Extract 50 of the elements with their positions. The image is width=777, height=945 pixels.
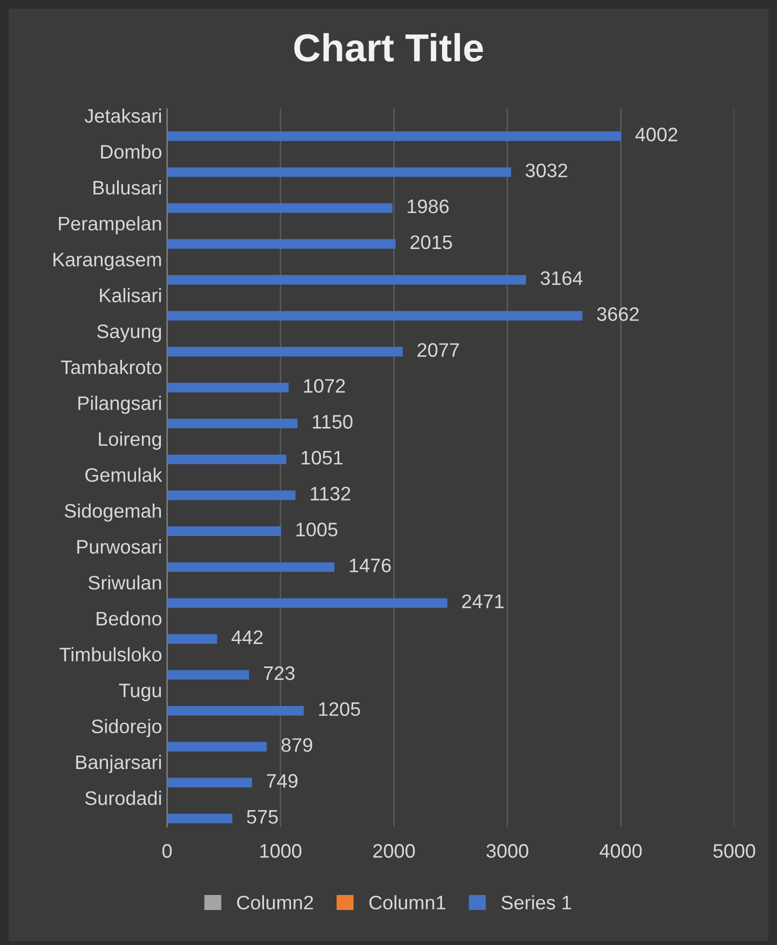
data-label: 575	[246, 810, 278, 824]
data-label: 2471	[462, 594, 504, 608]
y-tick-label: Jetaksari	[84, 108, 161, 123]
legend-label: Series 1	[502, 895, 572, 910]
y-tick-label: Timbulsloko	[60, 647, 162, 662]
legend-label: Column1	[369, 895, 446, 910]
y-tick-label: Pilangsari	[78, 396, 161, 414]
data-label: 2015	[410, 235, 452, 250]
y-tick-label: Sriwulan	[88, 575, 161, 590]
y-tick-label: Sidogemah	[64, 504, 161, 522]
x-tick-label: 2000	[373, 844, 415, 858]
y-tick-label: Kalisari	[100, 288, 161, 302]
y-tick-label: Bedono	[96, 611, 162, 626]
data-label: 1986	[408, 199, 449, 214]
data-label: 3662	[597, 307, 639, 321]
data-label: 4002	[635, 128, 678, 142]
y-tick-label: Sidorejo	[92, 718, 162, 738]
x-tick-label: 4000	[600, 844, 642, 858]
data-label: 2077	[418, 343, 459, 357]
y-tick-label: Loireng	[98, 432, 161, 450]
data-label: 723	[264, 666, 295, 680]
x-tick-label: 5000	[713, 844, 756, 858]
y-tick-label: Gemulak	[85, 468, 162, 482]
chart-title: Chart Title	[294, 33, 483, 62]
data-label: 3164	[540, 271, 583, 286]
x-tick-label: 3000	[486, 844, 528, 858]
data-label: 1132	[310, 486, 350, 501]
data-label: 1072	[304, 379, 345, 393]
data-label: 3032	[526, 164, 568, 178]
data-label: 442	[232, 630, 263, 644]
data-label: 1150	[312, 414, 352, 429]
y-tick-label: Dombo	[101, 144, 162, 159]
y-tick-label: Bulusari	[94, 180, 161, 195]
y-tick-label: Tambakroto	[61, 360, 162, 374]
y-tick-label: Karangasem	[54, 252, 161, 270]
data-label: 1005	[296, 522, 338, 536]
data-label: 1476	[350, 558, 391, 572]
y-tick-label: Perampelan	[58, 216, 161, 234]
data-label: 749	[266, 774, 298, 788]
y-tick-label: Sayung	[97, 324, 161, 342]
y-tick-label: Banjarsari	[76, 754, 161, 774]
data-label: 1205	[319, 702, 360, 716]
legend-label: Column2	[237, 895, 313, 910]
data-label: 879	[282, 738, 312, 752]
x-tick-label: 1000	[260, 844, 302, 858]
data-label: 1051	[302, 450, 342, 465]
y-tick-label: Purwosari	[77, 539, 161, 554]
y-tick-label: Tugu	[119, 684, 161, 702]
x-tick-label: 0	[162, 844, 172, 858]
y-tick-label: Surodadi	[85, 790, 161, 806]
